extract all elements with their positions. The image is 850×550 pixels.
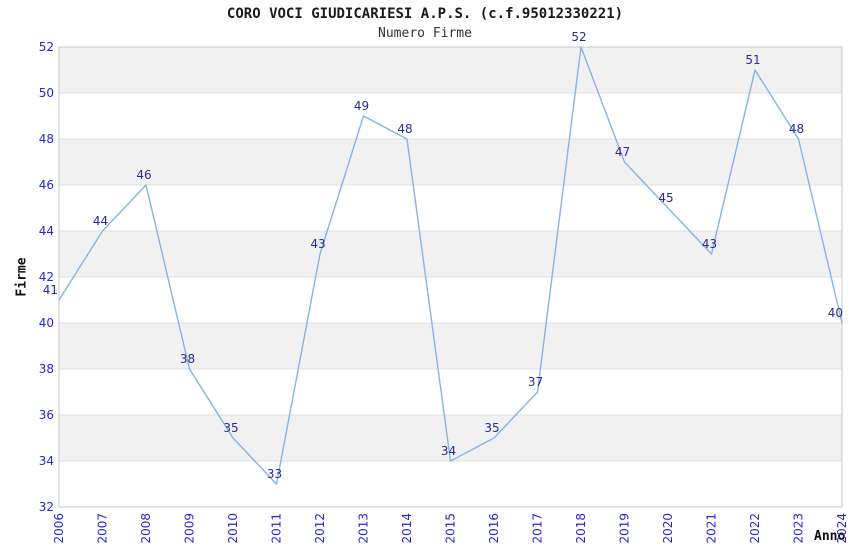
- x-tick-label: 2019: [618, 513, 632, 544]
- x-tick-label: 2018: [574, 513, 588, 544]
- data-point-label: 48: [397, 122, 412, 136]
- y-tick-label: 44: [39, 224, 54, 238]
- data-point-label: 45: [658, 191, 673, 205]
- x-tick-label: 2011: [270, 513, 284, 544]
- data-point-label: 38: [180, 352, 195, 366]
- data-point-label: 43: [702, 237, 717, 251]
- data-point-label: 49: [354, 99, 369, 113]
- y-tick-label: 46: [39, 178, 54, 192]
- y-tick-label: 36: [39, 408, 54, 422]
- y-tick-label: 32: [39, 500, 54, 514]
- data-point-label: 43: [310, 237, 325, 251]
- y-tick-label: 38: [39, 362, 54, 376]
- plot-band: [59, 461, 842, 507]
- x-tick-label: 2007: [96, 513, 110, 544]
- plot-band: [59, 93, 842, 139]
- data-point-label: 34: [441, 444, 456, 458]
- data-point-label: 46: [136, 168, 151, 182]
- plot-band: [59, 139, 842, 185]
- plot-band: [59, 277, 842, 323]
- y-tick-label: 34: [39, 454, 54, 468]
- data-point-label: 44: [93, 214, 108, 228]
- x-axis-label: Anno: [814, 529, 846, 544]
- y-tick-label: 50: [39, 86, 54, 100]
- plot-band: [59, 323, 842, 369]
- x-tick-label: 2016: [487, 513, 501, 544]
- x-tick-label: 2023: [792, 513, 806, 544]
- plot-band: [59, 369, 842, 415]
- x-tick-label: 2009: [183, 513, 197, 544]
- x-tick-label: 2010: [226, 513, 240, 544]
- chart-title: CORO VOCI GIUDICARIESI A.P.S. (c.f.95012…: [226, 6, 624, 22]
- y-tick-label: 52: [39, 40, 54, 54]
- data-point-label: 41: [43, 283, 58, 297]
- x-tick-label: 2015: [444, 513, 458, 544]
- plot-border: [58, 46, 843, 508]
- x-tick-label: 2020: [661, 513, 675, 544]
- data-point-label: 48: [789, 122, 804, 136]
- data-point-label: 52: [571, 30, 586, 44]
- data-point-label: 35: [223, 421, 238, 435]
- x-tick-label: 2017: [531, 513, 545, 544]
- x-tick-label: 2013: [357, 513, 371, 544]
- y-tick-label: 42: [39, 270, 54, 284]
- data-point-label: 51: [745, 53, 760, 67]
- data-line: [58, 46, 843, 485]
- x-tick-label: 2024: [835, 513, 849, 544]
- data-point-label: 33: [267, 467, 282, 481]
- x-tick-label: 2008: [139, 513, 153, 544]
- x-tick-label: 2012: [313, 513, 327, 544]
- data-point-label: 35: [484, 421, 499, 435]
- plot-band: [59, 415, 842, 461]
- x-tick-label: 2014: [400, 513, 414, 544]
- y-tick-label: 48: [39, 132, 54, 146]
- y-tick-label: 40: [39, 316, 54, 330]
- data-point-label: 40: [828, 306, 843, 320]
- data-point-label: 47: [615, 145, 630, 159]
- x-tick-label: 2006: [52, 513, 66, 544]
- plot-band: [59, 185, 842, 231]
- plot-band: [59, 47, 842, 93]
- data-point-label: 37: [528, 375, 543, 389]
- chart-subtitle: Numero Firme: [378, 26, 472, 41]
- plot-band: [59, 231, 842, 277]
- x-tick-label: 2021: [705, 513, 719, 544]
- x-tick-label: 2022: [748, 513, 762, 544]
